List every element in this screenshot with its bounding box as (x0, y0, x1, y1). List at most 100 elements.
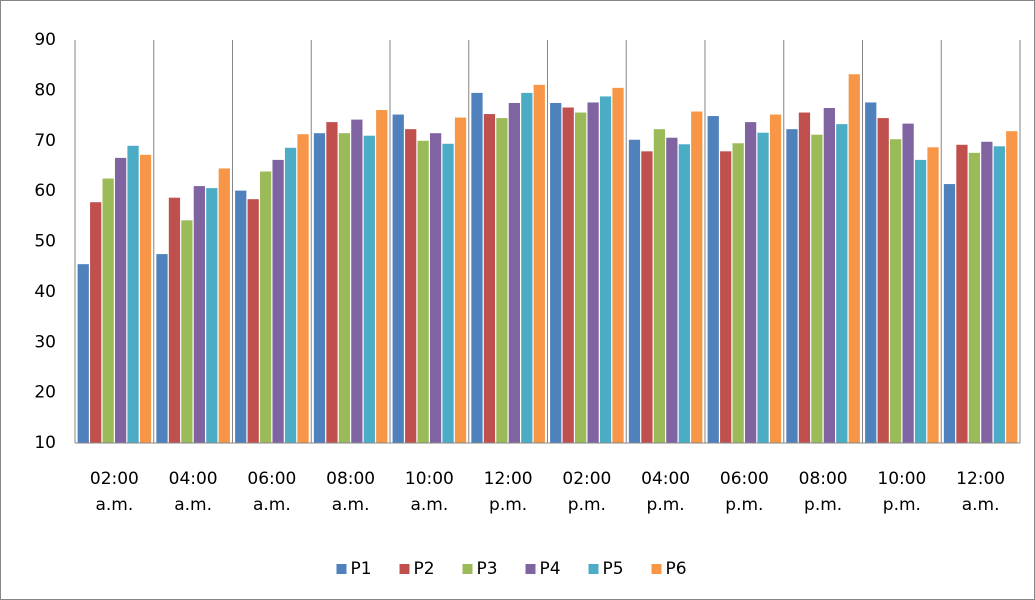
x-tick-label: 06:00 p.m. (719, 469, 769, 515)
bar (786, 129, 798, 443)
legend-swatch (336, 564, 347, 574)
x-tick-label: 02:00 a.m. (89, 469, 139, 515)
y-tick-label: 10 (34, 433, 56, 453)
bar (707, 116, 719, 443)
bar (914, 159, 927, 443)
legend-swatch (462, 564, 473, 574)
x-tick-label: 10:00 p.m. (877, 469, 927, 515)
y-tick-label: 40 (34, 282, 56, 302)
bar (968, 152, 981, 443)
bar (877, 118, 889, 444)
bar (811, 134, 823, 443)
bar (376, 110, 388, 444)
x-tick-label: 12:00 a.m. (956, 469, 1006, 515)
bar (678, 144, 690, 443)
bar (417, 140, 429, 443)
bar (235, 190, 247, 443)
bar (666, 137, 678, 444)
bar (1006, 131, 1018, 443)
bar (927, 147, 939, 443)
bar (769, 114, 782, 444)
bar (392, 114, 404, 444)
bar (508, 102, 520, 443)
legend-label: P2 (414, 559, 435, 579)
bar (943, 184, 956, 443)
y-tick-label: 30 (34, 332, 56, 352)
legend-label: P6 (666, 559, 687, 579)
bar (757, 132, 769, 443)
bar (798, 112, 811, 443)
x-tick-label: 04:00 a.m. (168, 469, 218, 515)
bar (483, 114, 496, 444)
x-tick-label: 12:00 p.m. (483, 469, 533, 515)
legend-swatch (399, 564, 410, 574)
bar (114, 157, 127, 443)
x-tick-label: 04:00 p.m. (641, 469, 691, 515)
bar (956, 144, 968, 443)
bar (363, 135, 375, 443)
bar (77, 264, 89, 443)
y-tick-label: 60 (34, 181, 56, 201)
bar (993, 146, 1005, 443)
y-tick-label: 90 (34, 30, 56, 50)
y-tick-label: 20 (34, 383, 56, 403)
x-tick-label: 10:00 a.m. (404, 469, 454, 515)
bar (575, 112, 587, 443)
bar (865, 102, 877, 443)
bar (890, 139, 902, 443)
bar (90, 202, 102, 443)
bar (612, 87, 624, 443)
x-tick-label: 06:00 a.m. (247, 469, 297, 515)
bar (405, 129, 417, 443)
bar (156, 254, 168, 443)
bar (691, 111, 703, 443)
bar (218, 168, 230, 444)
bar (442, 143, 454, 443)
bar (732, 143, 744, 444)
bar (836, 124, 848, 443)
bar (562, 107, 574, 443)
bar (260, 171, 272, 443)
bar (641, 151, 653, 444)
bar (127, 145, 139, 443)
bar (338, 133, 351, 443)
y-tick-label: 80 (34, 80, 56, 100)
y-tick-label: 70 (34, 131, 56, 151)
bar (326, 122, 338, 443)
legend-label: P1 (351, 559, 372, 579)
bar (454, 117, 467, 443)
bar (139, 154, 152, 444)
bar (496, 118, 508, 444)
legend-swatch (525, 564, 536, 574)
bar (587, 102, 599, 443)
bar (247, 199, 259, 443)
bar (193, 186, 205, 443)
legend-swatch (588, 564, 599, 574)
bar (628, 139, 641, 443)
bar (744, 122, 757, 443)
y-tick-label: 50 (34, 232, 56, 252)
bar (902, 123, 914, 443)
bar (272, 159, 284, 443)
bar (168, 197, 181, 443)
bar (284, 147, 297, 444)
bar (313, 133, 326, 443)
bar (181, 220, 193, 443)
bar (471, 92, 483, 444)
bar (848, 74, 860, 443)
bar (720, 151, 732, 444)
legend-label: P4 (540, 559, 561, 579)
bar (599, 96, 612, 444)
bar (351, 119, 363, 443)
legend-swatch (651, 564, 662, 574)
bar (550, 102, 562, 443)
legend-label: P3 (477, 559, 498, 579)
x-tick-label: 08:00 a.m. (326, 469, 376, 515)
bar (521, 92, 533, 444)
bar (429, 133, 442, 443)
x-tick-label: 02:00 p.m. (562, 469, 612, 515)
bar (206, 188, 218, 443)
bar (981, 141, 993, 443)
bar (297, 134, 309, 444)
